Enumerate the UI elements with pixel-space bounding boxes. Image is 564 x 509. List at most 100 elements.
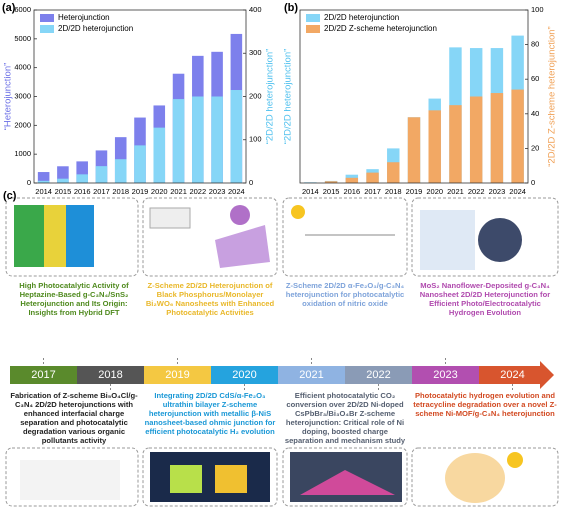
bar: [345, 177, 359, 183]
timeline-title: High Photocatalytic Activity of Heptazin…: [19, 281, 129, 317]
bar: [153, 127, 166, 183]
art: [507, 452, 523, 468]
y-tick-label: 2000: [14, 120, 31, 129]
x-tick-label: 2014: [302, 187, 319, 196]
y2-tick-label: 0: [531, 178, 535, 187]
art: [170, 465, 202, 493]
bar: [134, 145, 146, 183]
bar: [114, 159, 127, 183]
y-tick-label: 6000: [14, 5, 31, 14]
y2-axis-label: “2D/2D heterojunction”: [265, 49, 276, 145]
bar: [37, 180, 50, 183]
art: [150, 452, 270, 502]
bar: [366, 172, 379, 183]
y-tick-label: 4000: [14, 63, 31, 72]
image-frame: [142, 197, 278, 277]
y2-tick-label: 40: [531, 109, 539, 118]
x-tick-label: 2023: [489, 187, 506, 196]
y2-tick-label: 200: [249, 91, 262, 100]
x-tick-label: 2015: [323, 187, 340, 196]
bar: [490, 93, 504, 183]
timeline-year: 2023: [433, 369, 458, 381]
bar: [511, 89, 524, 183]
image-frame: [411, 447, 559, 507]
timeline-title: Z-Scheme 2D/2D α-Fe₂O₃/g-C₃N₄ heterojunc…: [285, 281, 405, 308]
timeline-arrow: [479, 361, 554, 389]
y2-tick-label: 100: [249, 135, 262, 144]
panel-label: (b): [284, 2, 298, 14]
legend-swatch: [40, 25, 54, 33]
image-frame: [282, 197, 408, 277]
image-frame: [411, 197, 559, 277]
timeline-title: Integrating 2D/2D CdS/α-Fe₂O₃ ultrathin …: [144, 391, 276, 436]
timeline-segment: [345, 366, 412, 384]
legend-swatch: [40, 14, 54, 22]
y-tick-label: 5000: [14, 34, 31, 43]
x-tick-label: 2024: [509, 187, 526, 196]
timeline-segment: [10, 366, 77, 384]
art: [14, 205, 44, 267]
image-frame: [5, 447, 139, 507]
art: [291, 205, 305, 219]
x-tick-label: 2022: [189, 187, 206, 196]
timeline-title: MoS₂ Nanoflower-Deposited g-C₃N₄ Nanoshe…: [419, 281, 551, 317]
art: [215, 225, 270, 268]
x-tick-label: 2021: [170, 187, 187, 196]
y2-tick-label: 0: [249, 178, 253, 187]
bar: [230, 90, 243, 183]
bar: [324, 181, 338, 183]
x-tick-label: 2020: [426, 187, 443, 196]
image-frame: [142, 447, 278, 507]
plot-frame: [299, 9, 529, 184]
timeline-segment: [77, 366, 144, 384]
y2-axis-label: “2D/2D Z-scheme heterojunction”: [547, 26, 558, 166]
bar: [95, 166, 108, 183]
bar: [449, 105, 462, 183]
x-tick-label: 2017: [93, 187, 110, 196]
abstract-art: [14, 205, 523, 503]
image-frame: [5, 197, 139, 277]
x-tick-label: 2021: [447, 187, 464, 196]
x-tick-label: 2015: [55, 187, 72, 196]
y2-tick-label: 400: [249, 5, 262, 14]
y2-tick-label: 100: [531, 5, 544, 14]
x-tick-label: 2018: [385, 187, 402, 196]
y-tick-label: 0: [27, 178, 31, 187]
x-tick-label: 2023: [209, 187, 226, 196]
timeline-segment: [412, 366, 479, 384]
bar: [172, 99, 185, 183]
legend-label: 2D/2D heterojunction: [324, 13, 399, 22]
art: [66, 205, 94, 267]
panel-label: (a): [2, 2, 16, 14]
timeline-year: 2018: [98, 369, 123, 381]
bar: [387, 162, 400, 183]
bar: [57, 166, 69, 183]
y-tick-label: 1000: [14, 149, 31, 158]
y2-tick-label: 80: [531, 40, 539, 49]
y-axis-label: “Heterojunction”: [3, 63, 14, 131]
art: [478, 218, 522, 262]
x-tick-label: 2019: [132, 187, 149, 196]
x-tick-label: 2020: [151, 187, 168, 196]
bar: [469, 96, 483, 183]
art: [420, 210, 475, 270]
y2-tick-label: 20: [531, 143, 539, 152]
legend-swatch: [306, 25, 320, 33]
y-tick-label: 3000: [14, 91, 31, 100]
y2-tick-label: 300: [249, 48, 262, 57]
bar: [37, 172, 50, 183]
art: [215, 465, 247, 493]
bar: [428, 110, 441, 183]
x-tick-label: 2024: [228, 187, 245, 196]
timeline-title: Fabrication of Z-scheme Bi₅O₄Cl/g-C₃N₄ 2…: [10, 391, 138, 445]
art: [300, 470, 395, 495]
timeline-year: 2022: [366, 369, 391, 381]
timeline-year: 2024: [500, 369, 525, 381]
x-tick-label: 2014: [35, 187, 52, 196]
x-tick-label: 2017: [364, 187, 381, 196]
timeline-segment: [211, 366, 278, 384]
art: [230, 205, 250, 225]
x-tick-label: 2018: [112, 187, 129, 196]
bar: [76, 161, 88, 183]
